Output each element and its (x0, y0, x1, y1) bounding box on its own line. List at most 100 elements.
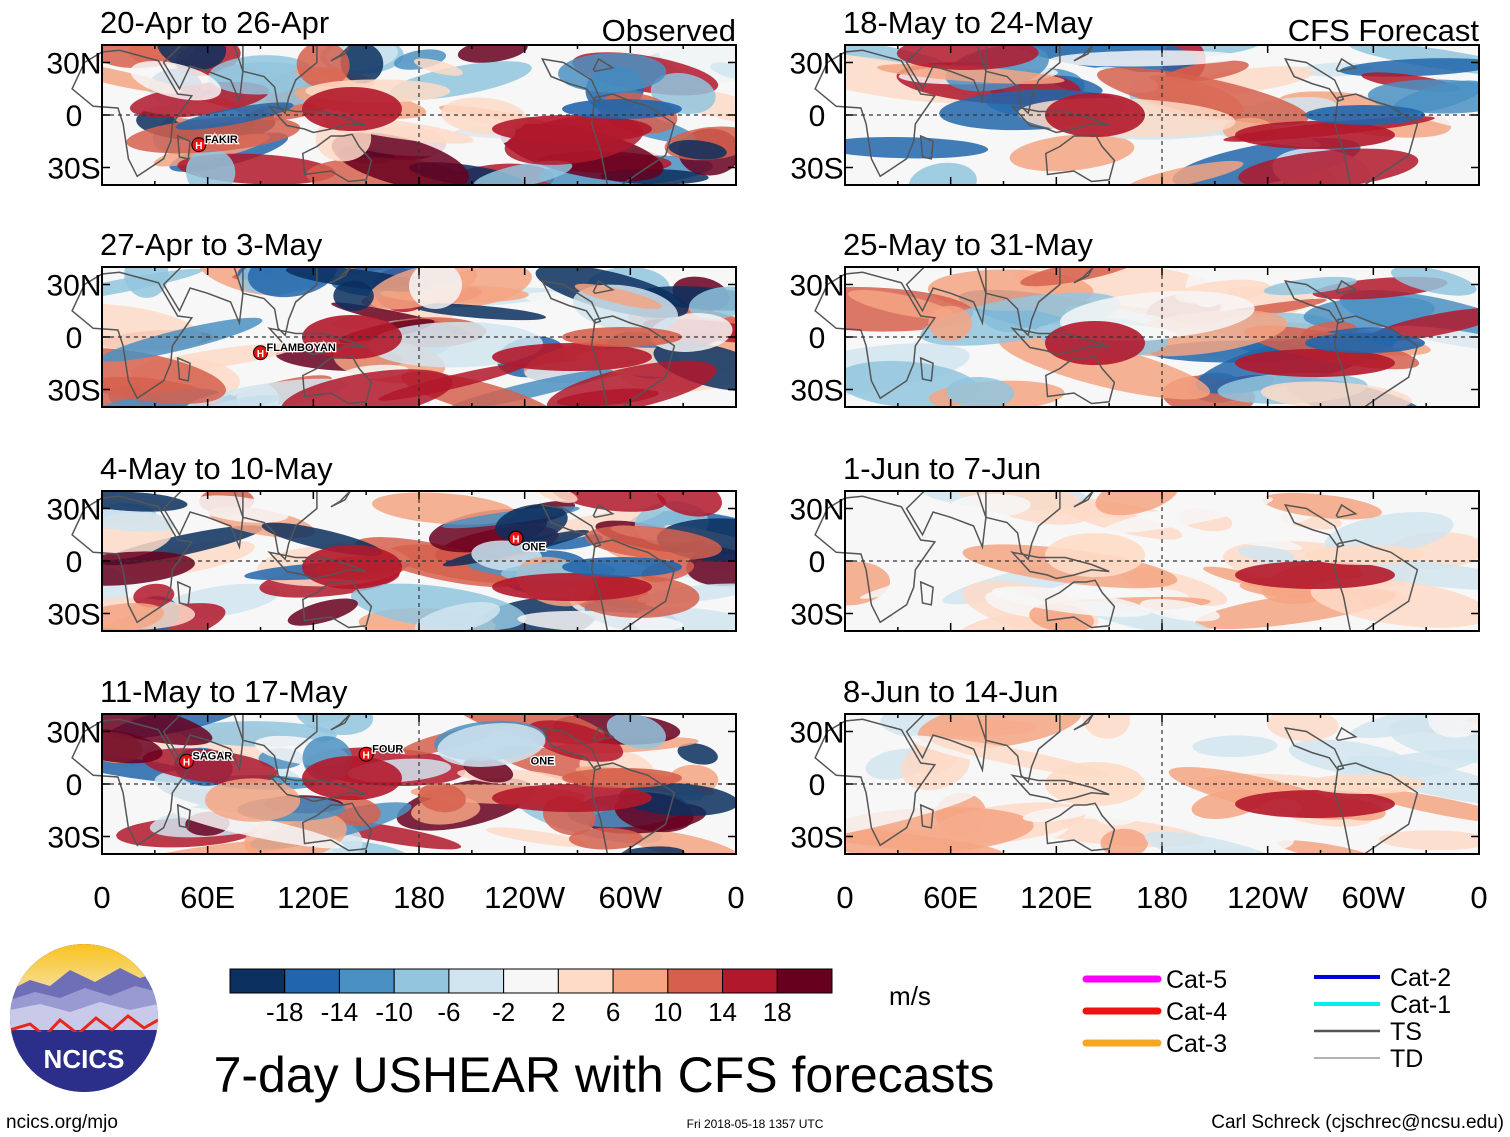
colorbar-tick-label: -10 (375, 997, 413, 1027)
colorbar-swatch (448, 968, 505, 994)
latitude-tick-label: 30N (46, 48, 101, 81)
panel-title: 8-Jun to 14-Jun (843, 674, 1058, 709)
shear-field (102, 714, 736, 854)
latitude-tick-label: 0 (66, 322, 83, 355)
svg-text:H: H (512, 534, 519, 545)
site-url[interactable]: ncics.org/mjo (6, 1112, 118, 1133)
colorbar-tick-label: 2 (551, 997, 565, 1027)
colorbar-tick-label: -18 (266, 997, 304, 1027)
storm-marker: ONE (529, 754, 555, 769)
longitude-tick-label: 60E (180, 880, 235, 915)
panel-title: 25-May to 31-May (843, 227, 1093, 262)
colorbar-swatch (393, 968, 450, 994)
legend-label: Cat-2 (1390, 964, 1451, 992)
colorbar: -18 -14 -10 -6 -2 2 6 10 14 18 (229, 968, 833, 1027)
latitude-tick-label: 30S (790, 599, 843, 632)
longitude-tick-label: 60E (923, 880, 978, 915)
svg-text:H: H (195, 141, 202, 152)
legend-label: TD (1390, 1045, 1423, 1073)
latitude-tick-label: 0 (809, 546, 826, 579)
colorbar-swatch (667, 968, 724, 994)
latitude-tick-label: 30N (789, 494, 844, 527)
logo-text: NCICS (44, 1044, 125, 1074)
coastlines (71, 44, 676, 186)
longitude-tick-label: 60W (1341, 880, 1405, 915)
longitude-tick-label: 120E (1020, 880, 1092, 915)
longitude-axis-labels: 0 60E 120E 180 120W 60W 0 0 60E 120E 180 120W 60W 0 (93, 880, 1487, 915)
svg-text:H: H (257, 349, 264, 360)
storm-name: SAGAR (193, 750, 233, 762)
latitude-tick-label: 30S (790, 375, 843, 408)
storm-name: FOUR (372, 743, 403, 755)
coastlines (814, 490, 1419, 632)
source-label: Observed (602, 13, 736, 48)
longitude-tick-label: 0 (93, 880, 110, 915)
storm-name: ONE (531, 756, 555, 768)
colorbar-swatch (722, 968, 778, 994)
shear-field (845, 267, 1479, 407)
latitude-tick-label: 30N (789, 717, 844, 750)
storm-name: FLAMBOYAN (267, 342, 336, 354)
latitude-tick-label: 30S (47, 599, 100, 632)
longitude-tick-label: 60W (598, 880, 662, 915)
longitude-tick-label: 0 (1470, 880, 1487, 915)
longitude-tick-label: 0 (727, 880, 744, 915)
colorbar-swatch (229, 968, 286, 994)
panel-title: 11-May to 17-May (100, 674, 348, 709)
latitude-tick-label: 30N (789, 270, 844, 303)
colorbar-tick-label: -14 (321, 997, 359, 1027)
panel-title: 20-Apr to 26-Apr (100, 5, 329, 40)
latitude-tick-label: 0 (66, 546, 83, 579)
longitude-tick-label: 120E (277, 880, 349, 915)
panel-title: 4-May to 10-May (100, 451, 333, 486)
colorbar-swatch (338, 968, 395, 994)
latitude-tick-label: 30N (46, 494, 101, 527)
latitude-tick-label: 30S (790, 822, 843, 855)
shear-field (102, 267, 736, 407)
latitude-tick-label: 30N (46, 270, 101, 303)
credit: Carl Schreck (cjschrec@ncsu.edu) (1211, 1112, 1504, 1133)
panel-8: 30N 0 30S 8-Jun to 14-Jun (789, 674, 1480, 855)
colorbar-tick-label: 10 (653, 997, 682, 1027)
source-label: CFS Forecast (1288, 13, 1480, 48)
latitude-tick-label: 30N (789, 48, 844, 81)
legend-label: TS (1390, 1018, 1422, 1046)
latitude-tick-label: 30S (47, 375, 100, 408)
longitude-tick-label: 180 (393, 880, 445, 915)
storm-name: FAKIR (205, 134, 238, 146)
colorbar-swatch (557, 968, 614, 994)
panel-title: 1-Jun to 7-Jun (843, 451, 1041, 486)
latitude-tick-label: 0 (809, 769, 826, 802)
latitude-tick-label: 0 (809, 322, 826, 355)
panel-7: 30N 0 30S 1-Jun to 7-Jun (789, 451, 1480, 632)
storm-name: ONE (522, 541, 546, 553)
legend-label: Cat-5 (1166, 966, 1227, 994)
svg-text:H: H (363, 750, 370, 761)
panel-5: 30N 0 30S 18-May to 24-May CFS Forecast (789, 5, 1480, 186)
units-label: m/s (889, 981, 931, 1011)
colorbar-tick-label: 18 (763, 997, 792, 1027)
svg-text:H: H (183, 757, 190, 768)
colorbar-tick-label: 6 (606, 997, 620, 1027)
shear-field (102, 45, 736, 185)
panel-title: 27-Apr to 3-May (100, 227, 323, 262)
latitude-tick-label: 30S (47, 153, 100, 186)
legend-label: Cat-4 (1166, 998, 1227, 1026)
colorbar-swatch (776, 968, 833, 994)
legend-label: Cat-3 (1166, 1030, 1227, 1058)
shear-field (845, 491, 1479, 631)
colorbar-tick-label: -2 (492, 997, 515, 1027)
latitude-tick-label: 0 (66, 769, 83, 802)
colorbar-tick-label: -6 (437, 997, 460, 1027)
colorbar-swatch (612, 968, 669, 994)
panel-title: 18-May to 24-May (843, 5, 1093, 40)
